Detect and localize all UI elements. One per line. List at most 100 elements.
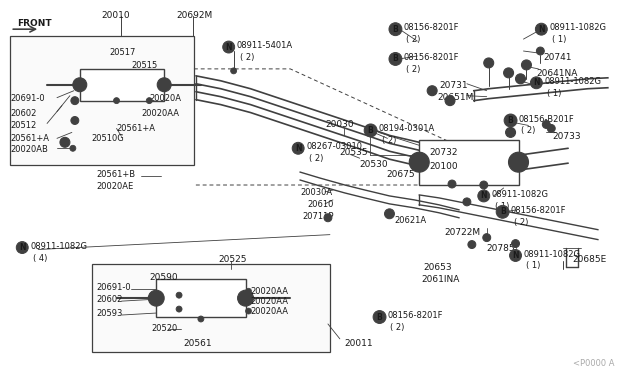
Text: 08911-5401A: 08911-5401A — [237, 41, 292, 50]
Bar — [80, 69, 164, 101]
Text: N: N — [225, 42, 232, 52]
Text: 08911-1082G: 08911-1082G — [492, 190, 548, 199]
Text: 20020AA: 20020AA — [250, 297, 289, 306]
Text: 20731: 20731 — [439, 81, 468, 90]
Text: 20010: 20010 — [102, 11, 131, 20]
Circle shape — [157, 78, 171, 92]
Text: 20515: 20515 — [131, 61, 157, 70]
Text: 20675: 20675 — [387, 170, 415, 179]
Text: 20602: 20602 — [10, 109, 36, 118]
Text: 08911-1082G: 08911-1082G — [549, 23, 606, 32]
Bar — [156, 279, 246, 317]
Circle shape — [71, 97, 79, 105]
Text: N: N — [533, 78, 540, 87]
Circle shape — [511, 240, 520, 247]
Circle shape — [223, 41, 235, 53]
Text: B: B — [392, 25, 398, 34]
Circle shape — [504, 68, 513, 78]
Text: 08267-03010: 08267-03010 — [306, 142, 362, 151]
Circle shape — [246, 308, 252, 314]
Circle shape — [547, 125, 556, 132]
Circle shape — [522, 60, 531, 70]
Circle shape — [516, 74, 525, 84]
Circle shape — [176, 306, 182, 312]
Circle shape — [148, 290, 164, 306]
Bar — [10, 36, 194, 165]
Text: N: N — [295, 144, 301, 153]
Text: 20561+A: 20561+A — [10, 134, 49, 143]
Text: 20520: 20520 — [151, 324, 177, 333]
Text: 20020AA: 20020AA — [250, 287, 289, 296]
Text: 20785: 20785 — [487, 244, 515, 253]
Text: ( 1): ( 1) — [495, 202, 509, 211]
Text: 08156-8201F: 08156-8201F — [511, 206, 566, 215]
Circle shape — [509, 250, 522, 262]
Text: 20641NA: 20641NA — [536, 69, 578, 78]
Text: ( 2): ( 2) — [513, 218, 528, 227]
Text: ( 2): ( 2) — [522, 126, 536, 135]
Text: 20020AB: 20020AB — [10, 145, 48, 154]
Circle shape — [483, 234, 491, 241]
Text: 08194-0301A: 08194-0301A — [378, 125, 435, 134]
Text: 20020A: 20020A — [149, 94, 181, 103]
Text: ( 2): ( 2) — [239, 53, 254, 62]
Circle shape — [324, 214, 332, 222]
Text: B: B — [392, 54, 398, 64]
Text: 20030A: 20030A — [300, 188, 332, 197]
Circle shape — [364, 124, 377, 137]
Circle shape — [536, 23, 547, 35]
Circle shape — [385, 209, 394, 219]
Circle shape — [509, 152, 529, 172]
Circle shape — [427, 86, 437, 96]
Text: 20651M: 20651M — [437, 93, 474, 102]
Text: ( 2): ( 2) — [406, 65, 420, 74]
Text: N: N — [481, 192, 487, 201]
Text: <P0000 A: <P0000 A — [573, 359, 614, 368]
Text: 20722M: 20722M — [444, 228, 480, 237]
Text: 20733: 20733 — [552, 132, 581, 141]
Circle shape — [496, 205, 509, 218]
Text: 20020AE: 20020AE — [97, 182, 134, 191]
Text: 20610: 20610 — [307, 200, 333, 209]
Text: 20525: 20525 — [219, 256, 247, 264]
Text: 20510G: 20510G — [92, 134, 124, 143]
Text: FRONT: FRONT — [17, 19, 52, 28]
Text: N: N — [538, 25, 545, 34]
Text: N: N — [512, 251, 519, 260]
Circle shape — [445, 96, 455, 106]
Text: 20517: 20517 — [109, 48, 136, 57]
Text: N: N — [19, 243, 26, 252]
Circle shape — [246, 298, 252, 304]
Text: ( 2): ( 2) — [406, 35, 420, 44]
Circle shape — [71, 116, 79, 125]
Text: B: B — [377, 312, 383, 321]
Circle shape — [480, 181, 488, 189]
Text: 2061INA: 2061INA — [421, 275, 460, 284]
Text: 20590: 20590 — [149, 273, 178, 282]
Text: 08911-1082G: 08911-1082G — [524, 250, 580, 259]
Text: ( 2): ( 2) — [381, 137, 396, 145]
Text: ( 1): ( 1) — [527, 262, 541, 270]
Circle shape — [410, 152, 429, 172]
Circle shape — [373, 311, 386, 324]
Text: 20691-0: 20691-0 — [97, 283, 131, 292]
Circle shape — [237, 290, 253, 306]
Text: ( 4): ( 4) — [33, 254, 47, 263]
Circle shape — [73, 78, 87, 92]
Text: 20711P: 20711P — [302, 212, 333, 221]
Text: 20512: 20512 — [10, 122, 36, 131]
Circle shape — [468, 241, 476, 248]
Text: ( 2): ( 2) — [309, 154, 323, 163]
Text: 20561+B: 20561+B — [97, 170, 136, 179]
Circle shape — [542, 121, 550, 128]
Text: 20020AA: 20020AA — [141, 109, 179, 118]
Circle shape — [448, 180, 456, 188]
Text: ( 2): ( 2) — [390, 323, 405, 332]
Circle shape — [504, 114, 517, 127]
Text: 20741: 20741 — [543, 53, 572, 62]
Text: 20561+A: 20561+A — [116, 125, 156, 134]
Text: 08911-1082G: 08911-1082G — [30, 241, 87, 251]
Circle shape — [198, 316, 204, 322]
Circle shape — [246, 288, 252, 294]
Circle shape — [292, 142, 304, 154]
